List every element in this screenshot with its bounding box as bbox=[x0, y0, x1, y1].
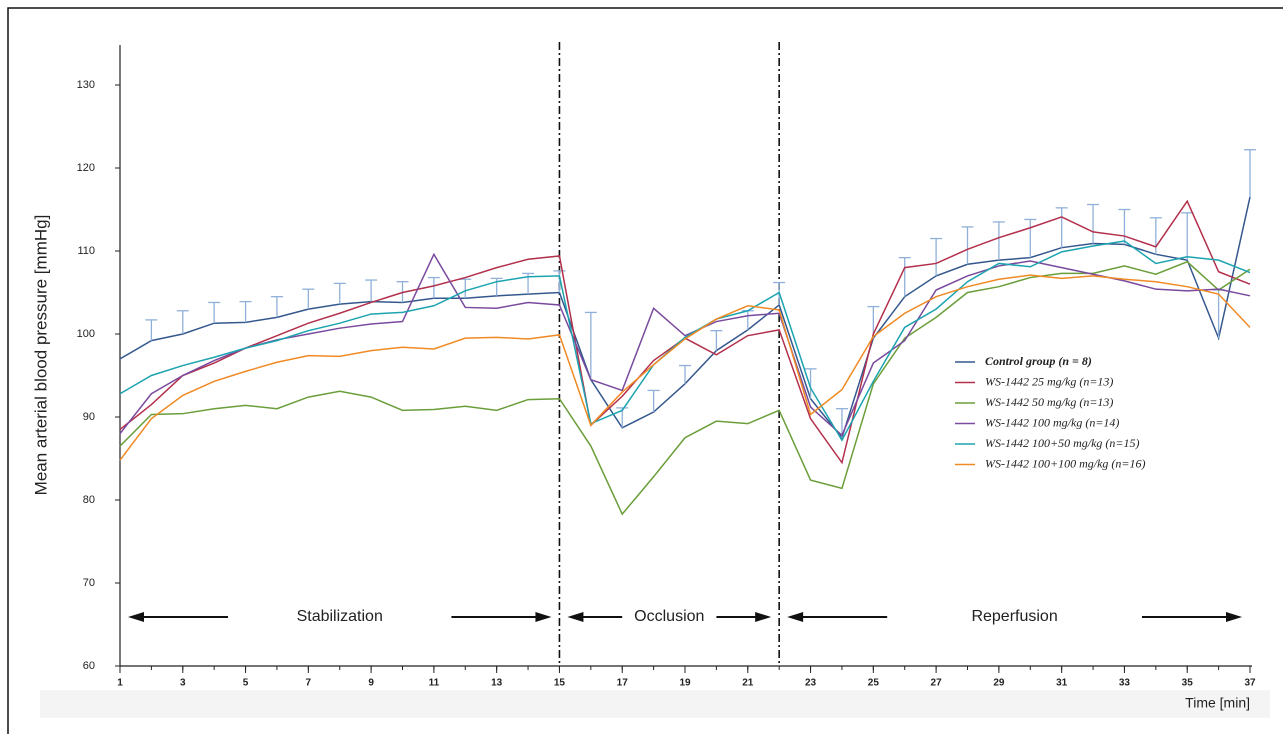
x-tick-label: 31 bbox=[1056, 678, 1068, 689]
phase-arrowhead bbox=[1226, 612, 1242, 622]
phase-label: Reperfusion bbox=[971, 608, 1057, 625]
phase-arrowhead bbox=[535, 612, 552, 622]
x-tick-label: 7 bbox=[306, 678, 312, 689]
x-tick-label: 23 bbox=[805, 678, 817, 689]
legend-label: WS-1442 100 mg/kg (n=14) bbox=[985, 415, 1119, 429]
phase-label: Occlusion bbox=[634, 608, 704, 625]
phase-arrowhead bbox=[128, 612, 144, 622]
x-tick-label: 35 bbox=[1182, 678, 1194, 689]
series-line bbox=[119, 240, 1251, 442]
x-tick-label: 9 bbox=[368, 678, 374, 689]
x-tick-label: 25 bbox=[868, 678, 880, 689]
y-tick-label: 110 bbox=[77, 245, 95, 257]
x-tick-label: 11 bbox=[429, 678, 440, 689]
y-tick-label: 80 bbox=[83, 494, 95, 506]
phase-arrowhead bbox=[787, 612, 804, 622]
phase-arrowhead bbox=[755, 612, 772, 622]
y-tick-label: 130 bbox=[77, 79, 95, 91]
legend-label: WS-1442 25 mg/kg (n=13) bbox=[985, 374, 1113, 388]
legend-label: WS-1442 100+100 mg/kg (n=16) bbox=[985, 456, 1146, 470]
legend-label: WS-1442 50 mg/kg (n=13) bbox=[985, 395, 1113, 409]
x-tick-label: 19 bbox=[679, 678, 691, 689]
series-line bbox=[119, 274, 1251, 461]
y-axis-label: Mean arterial blood pressure [mmHg] bbox=[31, 215, 50, 496]
x-tick-label: 1 bbox=[117, 678, 123, 689]
y-tick-label: 100 bbox=[77, 328, 95, 340]
y-tick-label: 120 bbox=[77, 162, 95, 174]
frame bbox=[7, 7, 1283, 734]
x-tick-label: 15 bbox=[554, 678, 566, 689]
series-line bbox=[119, 252, 1251, 437]
x-tick-label: 27 bbox=[931, 678, 943, 689]
legend-label: WS-1442 100+50 mg/kg (n=15) bbox=[985, 436, 1140, 450]
x-tick-label: 29 bbox=[993, 678, 1005, 689]
x-tick-label: 37 bbox=[1244, 678, 1256, 689]
legend-label: Control group (n = 8) bbox=[985, 354, 1092, 368]
y-tick-label: 90 bbox=[83, 411, 95, 423]
phase-label: Stabilization bbox=[297, 608, 383, 625]
series-line bbox=[119, 260, 1251, 516]
x-tick-label: 33 bbox=[1119, 678, 1131, 689]
y-tick-label: 60 bbox=[83, 660, 95, 672]
x-tick-label: 21 bbox=[742, 678, 754, 689]
x-tick-label: 5 bbox=[243, 678, 249, 689]
x-tick-label: 13 bbox=[491, 678, 503, 689]
phase-arrowhead bbox=[567, 612, 584, 622]
y-tick-label: 70 bbox=[83, 577, 95, 589]
footer-band bbox=[40, 690, 1270, 718]
x-axis-label: Time [min] bbox=[1185, 695, 1250, 711]
x-tick-label: 3 bbox=[180, 678, 186, 689]
x-tick-label: 17 bbox=[617, 678, 629, 689]
